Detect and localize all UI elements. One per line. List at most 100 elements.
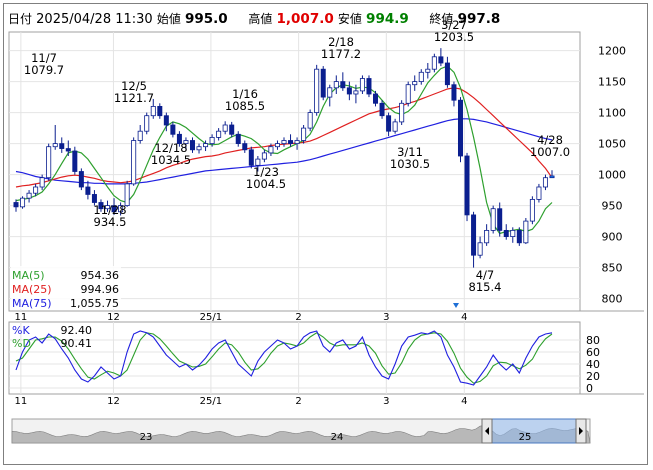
candle-body <box>503 229 509 237</box>
candle <box>248 146 254 169</box>
candle <box>320 66 326 101</box>
candle <box>274 140 280 150</box>
candle <box>98 199 104 212</box>
price-tick-label: 1100 <box>598 107 626 120</box>
stoch-grid <box>9 322 580 394</box>
candle <box>314 64 320 116</box>
month-label: 11 <box>15 396 28 407</box>
open-label: 始値 <box>156 12 181 26</box>
month-label: 2 <box>295 312 301 323</box>
candle-body <box>353 90 359 95</box>
price-tick-label: 900 <box>602 231 623 244</box>
candle <box>418 69 424 85</box>
candle <box>405 81 411 107</box>
candle-body <box>137 130 143 141</box>
stoch-tick-label: 60 <box>586 346 600 359</box>
candle-body <box>124 183 130 206</box>
candle <box>288 134 294 147</box>
candle-body <box>373 93 379 104</box>
navigator-right-handle[interactable] <box>575 418 587 444</box>
navigator-year-labels: 23 24 25 <box>140 432 532 443</box>
candle-body <box>340 81 346 89</box>
right-arrow-icon <box>579 427 583 435</box>
annotation-date: 1/16 <box>232 87 258 101</box>
candle <box>65 140 71 156</box>
candle-body <box>359 78 365 92</box>
candle <box>203 140 209 152</box>
annotation-date: 3/11 <box>397 145 423 159</box>
candle <box>261 149 267 163</box>
low-label: 安値 <box>337 12 362 26</box>
candle-body <box>457 99 463 157</box>
stoch-legend-name: %K <box>12 324 30 337</box>
annotation-date: 11/28 <box>93 203 126 217</box>
candle <box>131 137 137 186</box>
candle-body <box>484 229 490 244</box>
candle-body <box>33 186 39 194</box>
navigator-year-label: 24 <box>331 432 344 443</box>
candle <box>222 121 228 135</box>
candle-body <box>333 81 339 89</box>
ma5-line <box>15 65 553 235</box>
candle <box>490 205 496 234</box>
candle-body <box>516 229 522 244</box>
candle-body <box>242 143 248 151</box>
candle <box>353 84 359 104</box>
annotation-value: 1034.5 <box>151 153 191 167</box>
navigator[interactable]: 23 24 25 <box>11 418 591 444</box>
candle <box>281 137 287 147</box>
candle-body <box>542 177 548 188</box>
candle-body <box>451 84 457 101</box>
navigator-year-label: 23 <box>140 432 153 443</box>
candle <box>20 196 26 209</box>
candle <box>503 224 509 240</box>
month-label: 3 <box>383 396 389 407</box>
candle <box>412 75 418 91</box>
candle <box>294 137 300 150</box>
candle-body <box>170 124 176 135</box>
candle <box>183 137 189 150</box>
annotation-value: 1203.5 <box>434 30 474 44</box>
candle <box>91 190 97 206</box>
candle <box>510 227 516 243</box>
close-value: 997.8 <box>457 11 501 27</box>
stoch-legend-value: 92.40 <box>61 324 93 337</box>
candle-body <box>91 194 97 203</box>
candle <box>39 174 45 191</box>
annotation-value: 1030.5 <box>390 157 430 171</box>
month-label: 25/1 <box>200 312 222 323</box>
price-tick-label: 800 <box>602 293 623 306</box>
annotation-date: 12/18 <box>154 141 187 155</box>
annotation-date: 3/27 <box>441 18 467 32</box>
candle <box>150 98 156 119</box>
candle-body <box>131 140 137 185</box>
navigator-window[interactable] <box>486 418 581 444</box>
candle-body <box>490 208 496 231</box>
candle-body <box>255 158 261 166</box>
navigator-left-handle[interactable] <box>481 418 493 444</box>
candle-body <box>366 78 372 95</box>
stoch-tick-label: 80 <box>586 334 600 347</box>
candle-body <box>248 149 254 166</box>
month-label: 12 <box>107 396 120 407</box>
candle-body <box>183 140 189 144</box>
candle-body <box>497 208 503 231</box>
candle <box>307 109 313 132</box>
ma-legend-value: 994.96 <box>81 283 120 296</box>
stoch-tick-label: 20 <box>586 370 600 383</box>
ma-legend-name: MA(25) <box>12 283 52 296</box>
month-label: 11 <box>15 312 28 323</box>
candle <box>373 90 379 107</box>
stoch-tick-label: 0 <box>586 382 593 395</box>
candle-body <box>431 56 437 70</box>
candle-body <box>268 146 274 154</box>
candle <box>189 137 195 153</box>
stoch-panel-border <box>8 321 581 395</box>
candle-body <box>222 124 228 132</box>
candle <box>346 81 352 101</box>
candle-body <box>529 198 535 222</box>
stoch-legend: %K 92.40 %D 90.41 <box>12 324 92 350</box>
candle-body <box>471 214 477 256</box>
